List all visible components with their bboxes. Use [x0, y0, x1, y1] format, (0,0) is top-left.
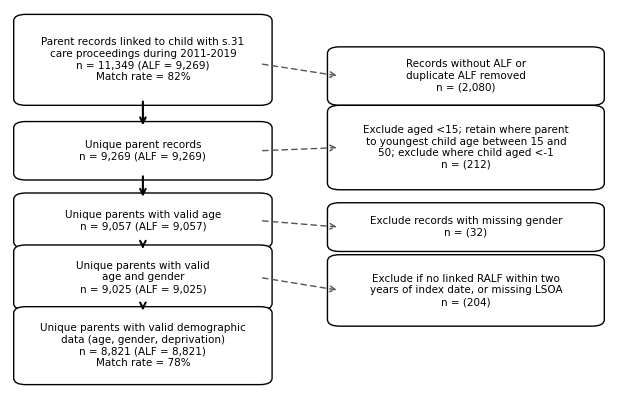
FancyBboxPatch shape: [328, 255, 604, 326]
FancyBboxPatch shape: [14, 307, 272, 385]
Text: Exclude aged <15; retain where parent
to youngest child age between 15 and
50; e: Exclude aged <15; retain where parent to…: [363, 125, 569, 170]
FancyBboxPatch shape: [14, 245, 272, 310]
Text: Exclude records with missing gender
n = (32): Exclude records with missing gender n = …: [370, 216, 562, 238]
FancyBboxPatch shape: [14, 122, 272, 180]
FancyBboxPatch shape: [14, 14, 272, 105]
FancyBboxPatch shape: [328, 47, 604, 105]
FancyBboxPatch shape: [14, 193, 272, 248]
Text: Unique parent records
n = 9,269 (ALF = 9,269): Unique parent records n = 9,269 (ALF = 9…: [80, 140, 206, 162]
Text: Unique parents with valid
age and gender
n = 9,025 (ALF = 9,025): Unique parents with valid age and gender…: [76, 261, 210, 294]
Text: Parent records linked to child with s.31
care proceedings during 2011-2019
n = 1: Parent records linked to child with s.31…: [41, 38, 245, 82]
Text: Records without ALF or
duplicate ALF removed
n = (2,080): Records without ALF or duplicate ALF rem…: [406, 59, 526, 93]
FancyBboxPatch shape: [328, 203, 604, 251]
Text: Unique parents with valid demographic
data (age, gender, deprivation)
n = 8,821 : Unique parents with valid demographic da…: [40, 323, 246, 368]
FancyBboxPatch shape: [328, 105, 604, 190]
Text: Exclude if no linked RALF within two
years of index date, or missing LSOA
n = (2: Exclude if no linked RALF within two yea…: [370, 274, 562, 307]
Text: Unique parents with valid age
n = 9,057 (ALF = 9,057): Unique parents with valid age n = 9,057 …: [65, 210, 221, 231]
